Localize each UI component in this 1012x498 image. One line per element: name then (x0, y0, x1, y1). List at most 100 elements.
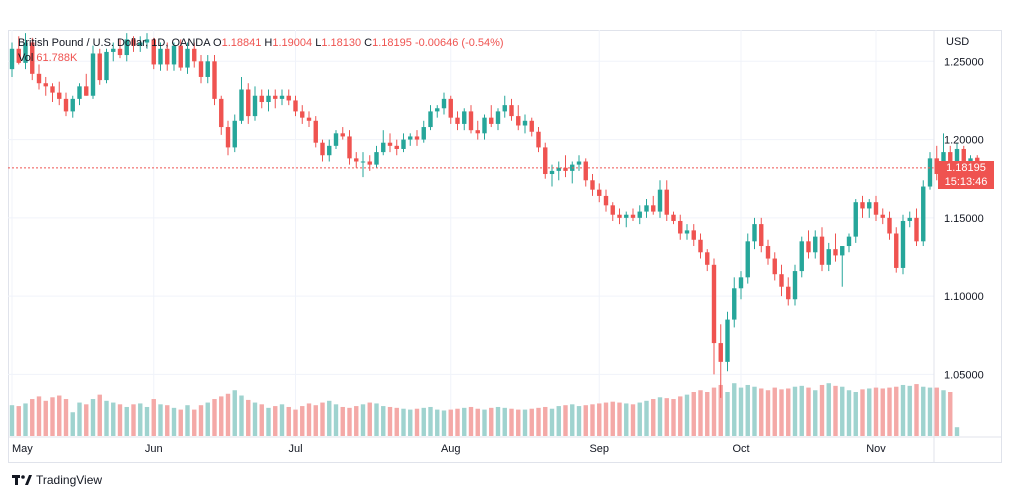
currency-label: USD (946, 36, 969, 48)
volume-bar (779, 389, 784, 436)
candle-body (752, 224, 757, 242)
candle-body (502, 105, 507, 112)
volume-bar (664, 398, 669, 436)
volume-bar (185, 405, 190, 436)
candle (651, 195, 656, 215)
volume-bar (529, 408, 534, 436)
volume-bar (475, 408, 480, 436)
volume-bar (921, 386, 926, 436)
candle-body (360, 161, 366, 163)
price-axis[interactable]: 1.25000 1.20000 1.15000 1.10000 1.05000 (944, 56, 984, 381)
change-value: -0.00646 (-0.54%) (414, 37, 504, 49)
volume-bar (617, 402, 622, 436)
candle-body (374, 152, 379, 165)
volume-bar (495, 406, 501, 436)
candle (462, 108, 467, 131)
candle (576, 155, 582, 171)
volume-bar (225, 393, 231, 436)
candle-body (543, 147, 548, 175)
candle (738, 271, 744, 300)
candle (583, 158, 588, 187)
candle-body (522, 120, 528, 126)
candle-body (462, 111, 467, 124)
candle-body (441, 98, 447, 109)
volume-bar (428, 406, 433, 436)
candle-body (435, 108, 440, 112)
volume-bar (9, 405, 15, 436)
candle-body (630, 214, 636, 218)
volume-bar (772, 387, 777, 436)
candle-body (306, 117, 312, 121)
candle (475, 120, 480, 140)
candle (617, 208, 622, 225)
candle-body (867, 202, 872, 209)
candle (482, 114, 487, 140)
candle (725, 311, 730, 372)
volume-bar (624, 403, 629, 436)
candle-body (36, 73, 42, 84)
candle (192, 42, 197, 68)
chart-frame (8, 30, 1002, 463)
volume-bar (516, 409, 521, 436)
volume-bar (509, 408, 514, 436)
volume-bar (887, 387, 892, 436)
volume-bar (300, 406, 305, 436)
candle (30, 37, 35, 81)
volume-bar (630, 404, 636, 436)
volume-bar (833, 385, 838, 436)
candle (495, 108, 501, 131)
volume-bar (374, 403, 379, 436)
candle (219, 95, 224, 135)
candle-body (151, 39, 156, 65)
candle (570, 161, 575, 184)
volume-bar (941, 390, 946, 436)
candle (111, 42, 116, 62)
volume-bar (792, 386, 798, 436)
candle-body (651, 205, 656, 212)
time-axis[interactable]: May Jun Jul Aug Sep Oct Nov (12, 443, 886, 455)
candle (907, 211, 912, 228)
volume-bar (151, 399, 156, 436)
volume-value: 61.788K (36, 52, 78, 64)
candle-body (617, 214, 622, 218)
volume-bar (144, 406, 150, 436)
candle-body (738, 277, 744, 289)
candle (246, 83, 251, 124)
candle-body (772, 258, 777, 275)
candle (77, 83, 82, 106)
candle-body (644, 205, 649, 212)
candle-body (468, 111, 474, 131)
candle (792, 264, 798, 306)
candle-body (111, 48, 116, 52)
candle (138, 36, 143, 52)
candle (921, 180, 926, 247)
volume-bar (752, 386, 757, 436)
volume-bar (826, 383, 831, 436)
volume-bar (43, 400, 48, 436)
volume-bar (637, 402, 642, 436)
candle (70, 95, 75, 118)
candle-body (813, 236, 818, 253)
candle-body (732, 288, 737, 320)
candle-body (124, 39, 129, 56)
candle (624, 211, 629, 228)
candle (198, 55, 204, 84)
candle-body (860, 202, 865, 209)
candle (401, 133, 406, 153)
volume-bar (873, 387, 879, 436)
candle-body (725, 319, 730, 362)
candle (266, 89, 271, 112)
candle (165, 42, 170, 71)
tradingview-brand[interactable]: TradingView (12, 473, 102, 487)
volume-bar (819, 384, 825, 436)
volume-bar (880, 388, 885, 436)
candle-body (50, 86, 55, 93)
candle-body (853, 202, 858, 237)
candle-body (448, 98, 453, 118)
candle-body (846, 236, 852, 247)
volume-bar (759, 388, 764, 436)
instrument-title[interactable]: British Pound / U.S. Dollar, 1D, OANDA (18, 37, 210, 49)
volume-label[interactable]: Vol (18, 52, 34, 64)
candle-body (178, 45, 183, 68)
